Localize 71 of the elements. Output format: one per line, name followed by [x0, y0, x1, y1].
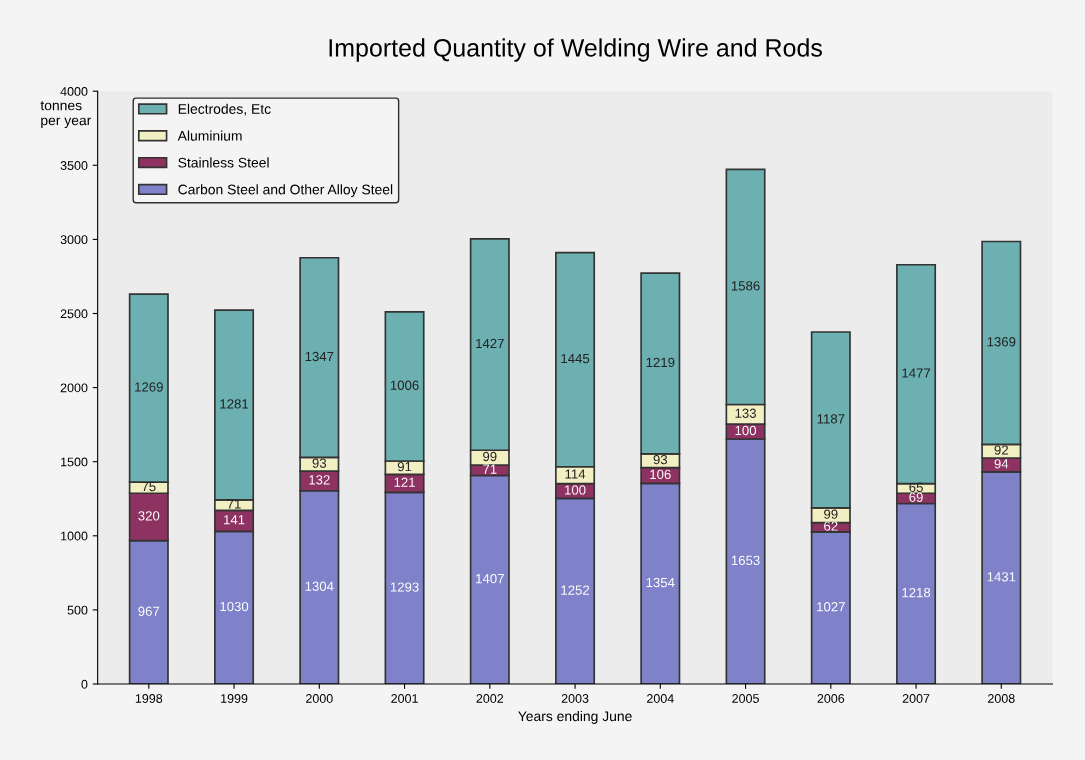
data-label: 141	[224, 515, 245, 525]
data-label: 1445	[561, 354, 590, 364]
data-label: 1006	[390, 380, 419, 390]
data-label: 75	[142, 482, 156, 492]
data-label: 99	[483, 451, 497, 462]
data-label: 91	[397, 461, 412, 472]
data-label: 1219	[646, 357, 675, 368]
legend-label: Aluminium	[177, 130, 242, 141]
data-label: 1304	[305, 581, 334, 591]
y-tick-label: 2500	[60, 309, 88, 319]
data-label: 1431	[987, 572, 1016, 582]
y-tick-label: 3500	[60, 161, 88, 170]
x-tick-label: 1999	[221, 694, 248, 703]
data-label: 71	[227, 499, 241, 509]
data-label: 320	[138, 511, 160, 521]
chart-title: Imported Quantity of Welding Wire and Rods	[329, 38, 822, 62]
data-label: 1293	[390, 582, 419, 592]
data-label: 132	[309, 475, 330, 485]
data-label: 71	[483, 464, 497, 474]
x-tick-label: 2002	[476, 694, 504, 703]
data-label: 1281	[220, 399, 249, 409]
data-label: 62	[824, 521, 838, 531]
data-label: 93	[312, 458, 327, 468]
data-label: 99	[824, 509, 838, 519]
data-label: 967	[138, 606, 160, 616]
data-label: 1369	[987, 337, 1016, 347]
x-tick-label: 1998	[135, 694, 163, 703]
legend-label: Electrodes, Etc	[178, 103, 271, 116]
data-label: 65	[909, 482, 923, 492]
legend-label: Stainless Steel	[178, 157, 269, 168]
data-label: 1269	[135, 382, 163, 392]
x-tick-label: 2004	[647, 694, 674, 703]
data-label: 1477	[902, 368, 931, 378]
y-tick-label: 1500	[61, 457, 88, 467]
x-tick-label: 2006	[817, 694, 845, 703]
y-tick-label: 2000	[60, 383, 88, 393]
data-label: 121	[394, 477, 415, 487]
x-axis-title: Years ending June	[518, 710, 632, 724]
x-tick-label: 2000	[306, 694, 333, 703]
data-label: 93	[653, 454, 668, 465]
data-label: 1027	[817, 602, 845, 612]
data-label: 1427	[476, 338, 504, 348]
data-label: 1347	[305, 351, 334, 362]
data-label: 1030	[220, 601, 249, 612]
data-label: 1586	[731, 281, 760, 291]
y-tick-label: 500	[67, 605, 88, 615]
data-label: 100	[565, 485, 586, 495]
data-label: 100	[735, 425, 757, 436]
x-tick-label: 2003	[561, 694, 589, 703]
data-label: 1218	[902, 587, 931, 598]
y-tick-label: 3000	[60, 235, 88, 245]
data-label: 1407	[476, 573, 504, 584]
y-tick-label: 1000	[61, 531, 88, 541]
y-tick-label: 4000	[60, 87, 88, 96]
x-tick-label: 2007	[902, 694, 930, 703]
data-label: 114	[565, 469, 586, 479]
x-tick-label: 2008	[988, 694, 1015, 703]
data-label: 94	[994, 459, 1009, 469]
y-tick-label: 0	[81, 679, 88, 689]
y-axis-title: tonnes per year	[40, 101, 92, 128]
data-label: 106	[650, 469, 671, 480]
data-label: 92	[994, 445, 1008, 455]
data-label: 69	[909, 492, 923, 502]
x-tick-label: 2001	[391, 694, 418, 703]
data-label: 1354	[646, 577, 675, 588]
legend-label: Carbon Steel and Other Alloy Steel	[178, 184, 393, 198]
x-tick-label: 2005	[732, 694, 759, 703]
data-label: 1187	[817, 414, 845, 424]
data-label: 1653	[731, 555, 760, 566]
data-label: 133	[735, 408, 756, 418]
data-label: 1252	[561, 585, 590, 595]
